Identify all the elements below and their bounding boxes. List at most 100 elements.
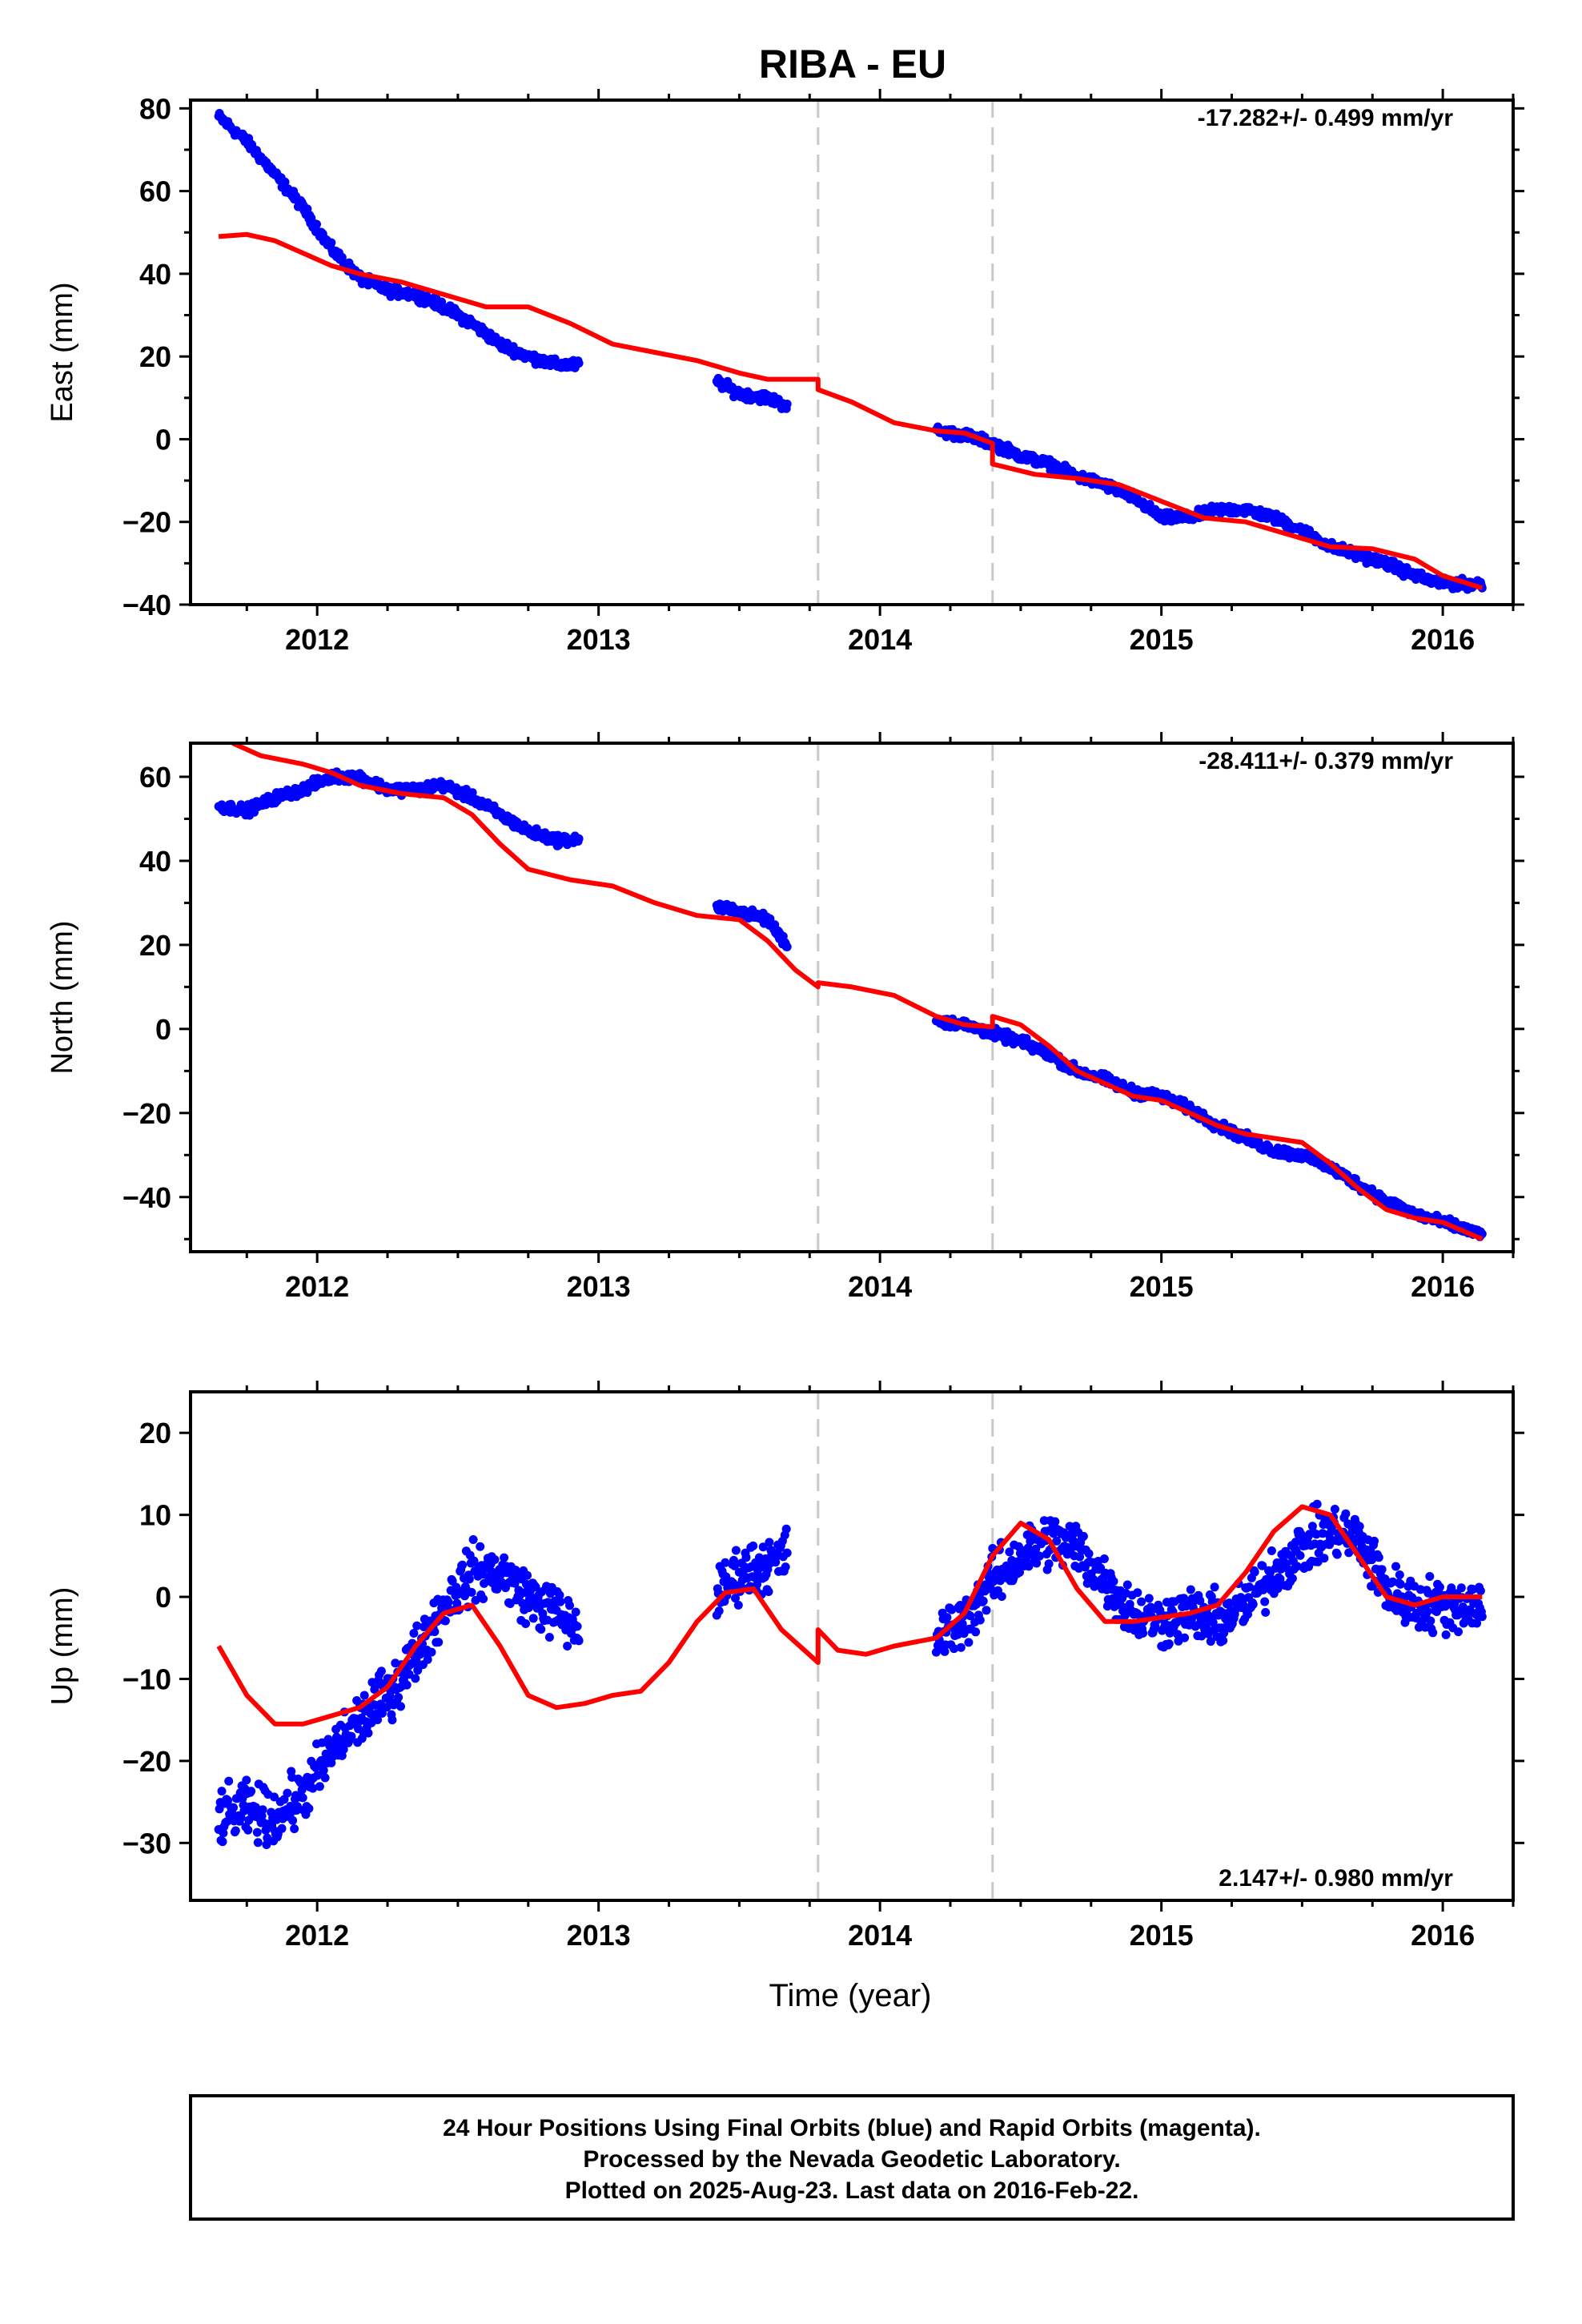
y-axis-label: East (mm) bbox=[46, 282, 79, 422]
data-point bbox=[458, 1560, 468, 1570]
x-tick-label: 2016 bbox=[1411, 1919, 1475, 1952]
data-point bbox=[229, 1803, 238, 1812]
data-point bbox=[1224, 1598, 1234, 1608]
data-point bbox=[1186, 1585, 1195, 1594]
data-point bbox=[1391, 1562, 1400, 1571]
data-point bbox=[376, 1667, 386, 1676]
y-tick-label: 0 bbox=[155, 1013, 171, 1046]
data-point bbox=[753, 1580, 761, 1590]
data-point bbox=[313, 1771, 322, 1780]
y-tick-label: 60 bbox=[139, 761, 171, 794]
footer-line-2: Processed by the Nevada Geodetic Laborat… bbox=[583, 2146, 1120, 2173]
data-point bbox=[1180, 1633, 1190, 1642]
data-point bbox=[1295, 1550, 1305, 1560]
data-point bbox=[251, 1803, 260, 1812]
x-tick-label: 2015 bbox=[1130, 1270, 1194, 1303]
y-tick-label: 80 bbox=[139, 92, 171, 125]
data-point bbox=[339, 1745, 348, 1754]
x-tick-label: 2015 bbox=[1130, 1919, 1194, 1952]
x-tick-label: 2016 bbox=[1411, 623, 1475, 656]
data-point bbox=[258, 1805, 267, 1815]
data-point bbox=[555, 1590, 564, 1600]
data-point bbox=[304, 1803, 314, 1813]
data-point bbox=[971, 1627, 981, 1637]
y-tick-label: −10 bbox=[122, 1663, 171, 1695]
data-point bbox=[544, 1598, 552, 1607]
data-point bbox=[523, 1570, 532, 1580]
data-point bbox=[218, 1837, 227, 1847]
data-point bbox=[283, 1788, 292, 1798]
data-point bbox=[308, 1783, 318, 1793]
data-point bbox=[396, 1702, 405, 1711]
data-point bbox=[1099, 1554, 1109, 1563]
data-point bbox=[574, 1636, 584, 1646]
data-point bbox=[280, 177, 290, 187]
y-tick-label: 20 bbox=[139, 929, 171, 962]
data-point bbox=[1472, 1618, 1482, 1628]
y-tick-label: −20 bbox=[122, 506, 171, 539]
data-point bbox=[1075, 1552, 1085, 1562]
east-panel: 2012 2013 2014 2015 2016 80 60 40 20 0 −20 −40 East … bbox=[46, 89, 1524, 656]
data-point bbox=[1133, 1588, 1142, 1598]
data-point bbox=[556, 1597, 565, 1606]
data-points bbox=[214, 109, 1487, 594]
data-point bbox=[982, 1606, 991, 1615]
chart-title: RIBA - EU bbox=[759, 42, 946, 86]
north-panel: 2012 2013 2014 2015 2016 60 40 20 0 −20 −40 North (… bbox=[46, 732, 1524, 1303]
data-point bbox=[247, 1787, 256, 1796]
data-point bbox=[1312, 1499, 1322, 1509]
data-point bbox=[468, 1535, 478, 1544]
data-point bbox=[521, 1619, 531, 1628]
data-point bbox=[1370, 1536, 1379, 1546]
data-point bbox=[765, 1538, 774, 1547]
data-point bbox=[1050, 1517, 1060, 1526]
data-point bbox=[565, 1601, 574, 1610]
x-tick-label: 2013 bbox=[567, 1270, 631, 1303]
data-point bbox=[1065, 1522, 1074, 1531]
data-point bbox=[1291, 1538, 1300, 1547]
data-point bbox=[1355, 1522, 1364, 1531]
x-tick-label: 2012 bbox=[285, 623, 349, 656]
data-point bbox=[253, 1838, 263, 1848]
data-point bbox=[1395, 1570, 1404, 1579]
data-point bbox=[320, 1773, 330, 1783]
data-point bbox=[1425, 1572, 1435, 1581]
data-point bbox=[224, 1776, 234, 1786]
x-tick-label: 2014 bbox=[848, 1919, 912, 1952]
footer-line-3: Plotted on 2025-Aug-23. Last data on 201… bbox=[565, 2177, 1139, 2204]
data-point bbox=[758, 1542, 768, 1552]
data-point bbox=[940, 1647, 950, 1656]
rate-label: -28.411+/- 0.379 mm/yr bbox=[1199, 748, 1453, 774]
data-point bbox=[1219, 1636, 1228, 1646]
data-point bbox=[452, 1582, 461, 1592]
data-point bbox=[1208, 1618, 1218, 1627]
data-point bbox=[1456, 1583, 1466, 1593]
y-tick-label: 60 bbox=[139, 175, 171, 208]
data-point bbox=[471, 1595, 480, 1605]
data-point bbox=[1426, 1616, 1435, 1626]
data-point bbox=[1150, 1622, 1160, 1631]
data-point bbox=[412, 1621, 422, 1630]
data-point bbox=[467, 1587, 476, 1597]
data-point bbox=[528, 1614, 538, 1623]
y-tick-label: 40 bbox=[139, 845, 171, 878]
data-point bbox=[1395, 1579, 1405, 1589]
data-point bbox=[1454, 1627, 1463, 1637]
data-point bbox=[490, 1555, 500, 1564]
data-point bbox=[942, 1613, 952, 1622]
data-point bbox=[781, 1524, 791, 1534]
data-point bbox=[1245, 1582, 1254, 1592]
data-point bbox=[1250, 1567, 1259, 1577]
data-point bbox=[966, 1611, 975, 1621]
data-point bbox=[231, 1826, 240, 1835]
y-tick-label: −20 bbox=[122, 1745, 171, 1778]
data-points bbox=[214, 1499, 1487, 1849]
data-point bbox=[411, 1674, 420, 1683]
data-point bbox=[1084, 1549, 1094, 1558]
data-point bbox=[409, 1629, 419, 1638]
data-point bbox=[359, 1691, 369, 1700]
data-point bbox=[574, 834, 584, 843]
data-point bbox=[544, 1633, 554, 1642]
data-point bbox=[270, 1792, 279, 1802]
data-point bbox=[1267, 1546, 1276, 1555]
